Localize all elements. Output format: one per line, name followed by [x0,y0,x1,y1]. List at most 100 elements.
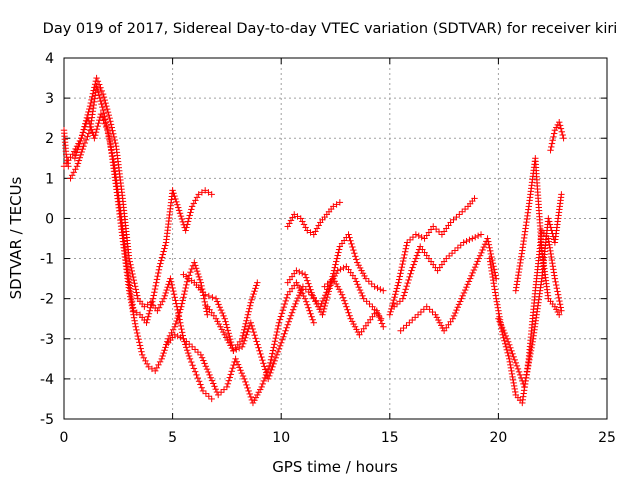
data-point-sample [70,169,77,176]
data-point-sample [168,281,176,289]
data-point-sample [259,356,266,364]
y-axis-label: SDTVAR / TECUs [7,176,25,299]
data-point [432,311,439,318]
data-point-sample [331,264,338,271]
data-point-sample [63,154,70,161]
data-point-sample [132,286,140,293]
data-point-sample [107,121,115,128]
data-point-sample [196,276,204,283]
data-point-sample [397,270,404,277]
data-point [232,355,239,363]
data-point-sample [94,85,101,93]
data-point-sample [245,308,252,315]
data-point-sample [243,331,250,338]
data-point-sample [399,257,407,265]
data-point-sample [109,152,116,160]
data-point-sample [365,278,373,285]
data-point [558,307,565,314]
data-point-sample [95,91,103,99]
data-point [371,283,378,290]
data-point-sample [183,224,190,231]
data-point-sample [180,291,188,298]
data-point-sample [511,385,518,393]
data-point-sample [502,343,510,350]
data-point-sample [332,261,339,268]
data-point-sample [552,281,560,289]
data-point-sample [503,346,511,354]
data-point [551,275,559,282]
data-point-sample [164,284,171,291]
data-point-sample [208,377,216,384]
data-point [430,223,437,230]
data-point-sample [510,382,518,390]
data-point [521,383,528,391]
data-point [158,355,165,363]
data-point-sample [284,321,291,328]
data-point-sample [233,358,241,365]
data-point-sample [255,389,262,396]
data-point-sample [351,323,359,330]
data-point-sample [326,285,333,292]
data-point-sample [436,319,443,326]
data-point-sample [174,314,181,322]
data-point-sample [251,397,258,404]
data-point-sample [178,300,186,307]
data-point-sample [454,304,461,311]
data-point-sample [404,279,411,287]
data-point-sample [558,128,566,136]
data-point-sample [394,282,401,289]
data-point-sample [194,270,202,278]
data-point-sample [330,267,338,274]
data-point-sample [248,296,255,304]
data-point-sample [85,108,92,116]
data-points [60,74,567,407]
data-point-sample [335,249,342,256]
data-point [449,315,456,322]
data-point-sample [272,354,279,362]
data-point [273,351,281,359]
data-point [293,279,300,286]
data-point-sample [212,386,219,393]
data-point-sample [205,189,212,196]
data-point [291,211,298,218]
data-point-sample [480,243,488,251]
data-point [167,275,174,282]
data-point-sample [246,302,254,309]
data-point-sample [289,214,296,221]
data-point-sample [136,339,143,346]
data-point-sample [251,288,258,295]
data-point-sample [281,330,288,337]
data-point [106,114,113,122]
data-point-sample [313,225,321,232]
data-point-sample [415,232,422,240]
data-point-sample [334,252,341,259]
data-point-sample [183,281,190,289]
data-point-sample [553,285,561,292]
data-point-sample [209,294,216,301]
data-point-sample [173,300,180,307]
data-point [132,323,139,330]
data-point [97,110,105,118]
data-point-sample [202,390,210,397]
data-point-sample [323,296,330,304]
data-point [212,315,220,322]
data-point-sample [250,328,257,336]
data-point-sample [516,265,523,273]
data-point [293,267,300,274]
data-point-sample [248,322,255,330]
data-point-sample [410,261,417,268]
data-point [180,335,187,342]
data-point [347,315,354,322]
data-point-sample [403,322,410,329]
data-point [69,151,76,158]
data-point [247,319,254,326]
data-point-sample [292,300,299,308]
data-point-sample [157,257,165,264]
data-point-sample [288,309,296,316]
data-point-sample [324,291,332,298]
data-point [195,191,202,198]
data-point [62,151,70,158]
data-point [282,327,289,334]
data-point-sample [342,300,349,307]
data-point-sample [488,267,495,275]
